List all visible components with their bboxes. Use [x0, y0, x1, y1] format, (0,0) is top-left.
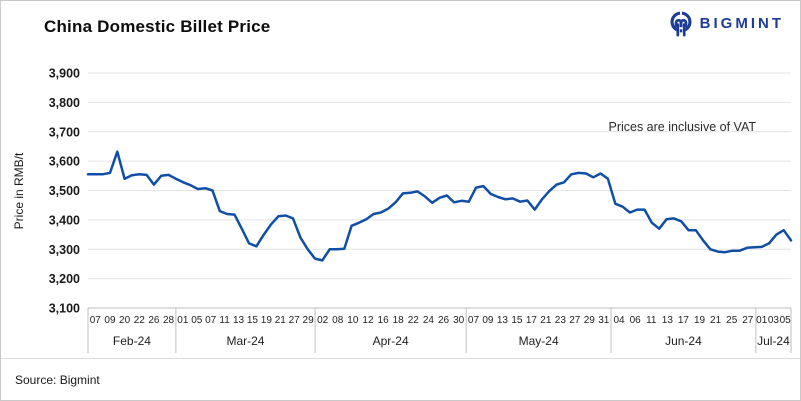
x-tick-month-label: May-24: [519, 334, 559, 348]
x-tick-day-label: 05: [191, 315, 203, 326]
x-tick-day-label: 22: [408, 315, 420, 326]
x-tick-day-label: 17: [526, 315, 538, 326]
x-tick-day-label: 08: [332, 315, 344, 326]
y-tick-label: 3,800: [49, 96, 80, 110]
x-tick-day-label: 21: [710, 315, 722, 326]
vat-note: Prices are inclusive of VAT: [608, 120, 756, 134]
y-tick-label: 3,100: [49, 302, 80, 316]
x-tick-day-label: 27: [742, 315, 754, 326]
x-tick-day-label: 15: [511, 315, 523, 326]
x-tick-day-label: 07: [90, 315, 102, 326]
brand-logo: BIGMINT: [668, 10, 784, 37]
x-tick-day-label: 29: [303, 315, 315, 326]
x-tick-day-label: 11: [219, 315, 230, 326]
x-tick-day-label: 31: [598, 315, 610, 326]
y-tick-label: 3,200: [49, 272, 80, 286]
x-tick-month-label: Feb-24: [113, 334, 151, 348]
x-tick-day-label: 09: [104, 315, 116, 326]
x-tick-day-label: 22: [134, 315, 146, 326]
x-tick-day-label: 20: [119, 315, 131, 326]
x-tick-day-label: 21: [275, 315, 287, 326]
bigmint-person-icon: [670, 10, 692, 37]
y-axis-title: Price in RMB/t: [12, 152, 26, 229]
x-tick-day-label: 13: [497, 315, 509, 326]
x-tick-day-label: 19: [694, 315, 706, 326]
x-tick-day-label: 29: [584, 315, 596, 326]
x-tick-day-label: 27: [569, 315, 581, 326]
x-tick-day-label: 17: [678, 315, 690, 326]
x-tick-day-label: 16: [378, 315, 390, 326]
x-tick-day-label: 28: [163, 315, 175, 326]
x-tick-day-label: 04: [614, 315, 626, 326]
footer-divider: [1, 358, 800, 359]
y-tick-label: 3,900: [49, 67, 80, 81]
x-tick-day-label: 27: [289, 315, 301, 326]
x-tick-day-label: 25: [726, 315, 738, 326]
chart-title: China Domestic Billet Price: [44, 17, 271, 36]
y-tick-label: 3,500: [49, 184, 80, 198]
x-tick-day-label: 15: [247, 315, 259, 326]
x-tick-day-label: 26: [438, 315, 450, 326]
x-tick-day-label: 05: [780, 315, 792, 326]
x-tick-day-label: 01: [756, 315, 768, 326]
y-tick-label: 3,700: [49, 125, 80, 139]
x-tick-day-label: 21: [540, 315, 552, 326]
x-tick-day-label: 23: [555, 315, 567, 326]
y-tick-label: 3,300: [49, 243, 80, 257]
price-series-line: [86, 150, 793, 262]
x-tick-day-label: 07: [468, 315, 480, 326]
x-tick-day-label: 10: [347, 315, 359, 326]
x-tick-day-label: 13: [233, 315, 245, 326]
x-tick-month-label: Jul-24: [757, 334, 790, 348]
x-tick-day-label: 26: [148, 315, 160, 326]
y-tick-label: 3,600: [49, 155, 80, 169]
x-tick-day-label: 18: [393, 315, 405, 326]
x-tick-day-label: 24: [423, 315, 435, 326]
brand-name: BIGMINT: [699, 15, 784, 32]
x-tick-day-label: 30: [453, 315, 465, 326]
x-tick-day-label: 07: [205, 315, 217, 326]
x-tick-day-label: 01: [177, 315, 189, 326]
y-tick-label: 3,400: [49, 213, 80, 227]
x-tick-day-label: 19: [261, 315, 273, 326]
x-tick-day-label: 03: [768, 315, 780, 326]
x-tick-day-label: 06: [630, 315, 642, 326]
x-tick-day-label: 02: [317, 315, 329, 326]
x-tick-day-label: 09: [482, 315, 494, 326]
x-tick-day-label: 12: [362, 315, 374, 326]
x-tick-day-label: 11: [646, 315, 657, 326]
source-note: Source: Bigmint: [15, 373, 100, 387]
x-tick-month-label: Mar-24: [226, 334, 264, 348]
x-tick-month-label: Jun-24: [665, 334, 702, 348]
x-tick-day-label: 13: [662, 315, 674, 326]
x-tick-month-label: Apr-24: [373, 334, 409, 348]
